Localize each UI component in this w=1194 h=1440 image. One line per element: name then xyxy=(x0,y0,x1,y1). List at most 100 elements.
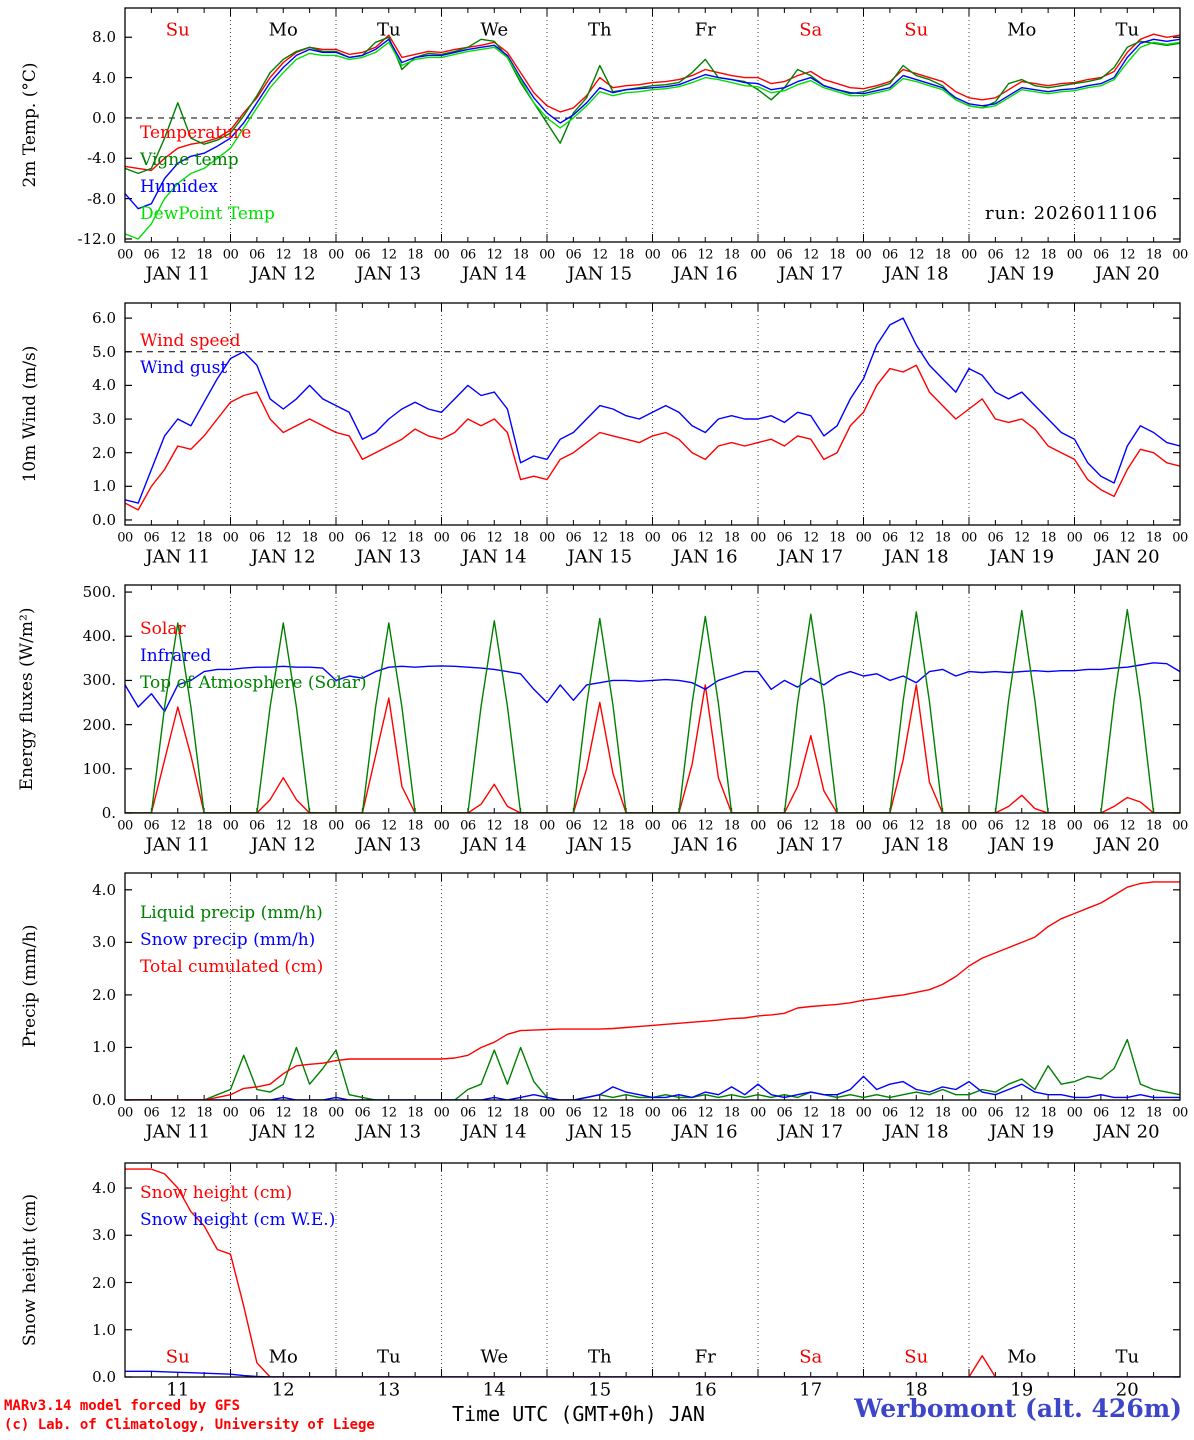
hour-tick-label: 00 xyxy=(1066,247,1083,263)
y-tick-label: 0.0 xyxy=(92,1368,116,1386)
hour-tick-label: 06 xyxy=(1093,1105,1109,1121)
hour-tick-label: 18 xyxy=(723,530,740,546)
day-number-label: 20 xyxy=(1115,1379,1139,1401)
hour-tick-label: 18 xyxy=(407,818,423,834)
date-label: JAN 16 xyxy=(672,1121,738,1143)
hour-tick-label: 18 xyxy=(196,530,212,546)
date-label: JAN 15 xyxy=(567,546,633,568)
date-label: JAN 13 xyxy=(356,263,422,285)
hour-tick-label: 12 xyxy=(1013,530,1030,546)
hour-tick-label: 12 xyxy=(802,1105,819,1121)
hour-tick-label: 00 xyxy=(644,530,661,546)
hour-tick-label: 00 xyxy=(117,247,133,263)
series-infrared xyxy=(125,662,1180,713)
series-top-of-atmosphere-solar- xyxy=(125,609,1180,813)
series-wind-gust xyxy=(125,317,1180,504)
hour-tick-label: 12 xyxy=(380,818,397,834)
date-label: JAN 18 xyxy=(883,263,949,285)
date-label: JAN 20 xyxy=(1094,546,1160,568)
date-label: JAN 14 xyxy=(461,546,527,568)
hour-tick-label: 06 xyxy=(671,530,687,546)
legend-humidex: Humidex xyxy=(140,177,218,197)
date-label: JAN 19 xyxy=(989,263,1055,285)
hour-tick-label: 00 xyxy=(117,1105,133,1121)
hour-tick-label: 18 xyxy=(301,530,318,546)
hour-tick-label: 00 xyxy=(750,818,766,834)
date-label: JAN 11 xyxy=(145,546,211,568)
hour-tick-label: 00 xyxy=(539,247,555,263)
hour-tick-label: 06 xyxy=(1093,530,1109,546)
hour-tick-label: 00 xyxy=(1066,1105,1083,1121)
series-wind-speed xyxy=(125,364,1180,511)
hour-tick-label: 12 xyxy=(908,818,925,834)
hour-tick-label: 12 xyxy=(275,530,292,546)
hour-tick-label: 18 xyxy=(407,1105,423,1121)
series-snow-precip-mm-h- xyxy=(125,1075,1180,1100)
date-label: JAN 14 xyxy=(461,1121,527,1143)
day-number-label: 14 xyxy=(482,1379,506,1401)
hour-tick-label: 06 xyxy=(143,247,160,263)
hour-tick-label: 06 xyxy=(460,530,476,546)
legend-solar: Solar xyxy=(140,619,186,639)
day-number-label: 13 xyxy=(377,1379,401,1401)
hour-tick-label: 12 xyxy=(380,247,397,263)
hour-tick-label: 18 xyxy=(301,1105,318,1121)
x-axis-title: Time UTC (GMT+0h) JAN xyxy=(452,1402,705,1426)
y-tick-label: 2.0 xyxy=(92,1273,116,1292)
legend-snow-height-we: Snow height (cm W.E.) xyxy=(140,1210,336,1230)
hour-tick-label: 12 xyxy=(802,818,819,834)
hour-tick-label: 06 xyxy=(565,247,582,263)
y-tick-label: 2.0 xyxy=(92,985,116,1004)
hour-tick-label: 12 xyxy=(486,530,503,546)
date-label: JAN 14 xyxy=(461,834,527,856)
y-tick-label: 0. xyxy=(101,804,116,822)
y-axis-label-energy: Energy fluxes (W/m²) xyxy=(17,607,37,791)
hour-tick-label: 06 xyxy=(882,530,898,546)
hour-tick-label: 12 xyxy=(697,247,714,263)
hour-tick-label: 18 xyxy=(618,247,634,263)
weekday-label: Tu xyxy=(1115,1346,1140,1368)
date-label: JAN 13 xyxy=(356,546,422,568)
y-tick-label: 6.0 xyxy=(92,309,116,328)
hour-tick-label: 18 xyxy=(301,818,318,834)
hour-tick-label: 00 xyxy=(328,1105,344,1121)
series-total-cumulated-cm- xyxy=(125,881,1180,1100)
day-number-label: 15 xyxy=(588,1379,612,1401)
hour-tick-label: 12 xyxy=(1013,1105,1030,1121)
hour-tick-label: 00 xyxy=(855,818,872,834)
hour-tick-label: 12 xyxy=(697,818,714,834)
legend-wind-gust: Wind gust xyxy=(140,358,228,378)
hour-tick-label: 12 xyxy=(169,247,186,263)
hour-tick-label: 12 xyxy=(169,818,186,834)
station-label: Werbomont (alt. 426m) xyxy=(854,1394,1182,1423)
hour-tick-label: 06 xyxy=(776,247,793,263)
hour-tick-label: 00 xyxy=(433,530,450,546)
hour-tick-label: 18 xyxy=(1040,818,1056,834)
hour-tick-label: 00 xyxy=(1066,530,1083,546)
hour-tick-label: 00 xyxy=(1066,818,1083,834)
hour-tick-label: 06 xyxy=(671,1105,687,1121)
hour-tick-label: 00 xyxy=(961,530,977,546)
date-label: JAN 20 xyxy=(1094,1121,1160,1143)
date-label: JAN 11 xyxy=(145,834,211,856)
date-label: JAN 15 xyxy=(567,1121,633,1143)
hour-tick-label: 12 xyxy=(1119,1105,1136,1121)
hour-tick-label: 00 xyxy=(644,247,661,263)
date-label: JAN 16 xyxy=(672,834,738,856)
hour-tick-label: 12 xyxy=(591,530,608,546)
hour-tick-label: 12 xyxy=(169,530,186,546)
hour-tick-label: 12 xyxy=(591,247,608,263)
hour-tick-label: 00 xyxy=(433,1105,450,1121)
day-number-label: 17 xyxy=(799,1379,823,1401)
hour-tick-label: 18 xyxy=(723,247,740,263)
hour-tick-label: 00 xyxy=(539,530,555,546)
y-tick-label: 0.0 xyxy=(92,510,116,529)
hour-tick-label: 18 xyxy=(934,247,951,263)
y-axis-label-temperature: 2m Temp. (°C) xyxy=(20,62,40,188)
date-label: JAN 12 xyxy=(250,1121,316,1143)
weekday-label: Su xyxy=(165,19,190,41)
y-tick-label: 4.0 xyxy=(92,880,116,899)
hour-tick-label: 12 xyxy=(908,1105,925,1121)
